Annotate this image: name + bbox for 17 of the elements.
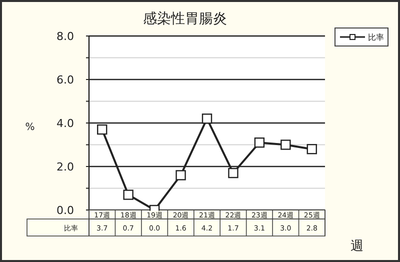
point [202,114,212,124]
point [306,144,317,154]
point [123,190,134,200]
y-tick-label: 2.0 [56,160,74,174]
chart-title: 感染性胃腸炎 [143,11,227,27]
point [97,124,108,135]
point [228,168,238,178]
y-axis-title: % [25,122,35,133]
y-tick-label: 0.0 [56,204,74,217]
y-tick-label: 6.0 [56,74,74,86]
x-axis-title: 週 [350,239,364,254]
point [254,137,265,148]
point [176,170,186,180]
legend-label: 比率 [368,33,384,42]
y-tick-label: 8.0 [56,30,74,43]
y-tick-label: 4.0 [56,117,74,130]
point [280,140,291,150]
